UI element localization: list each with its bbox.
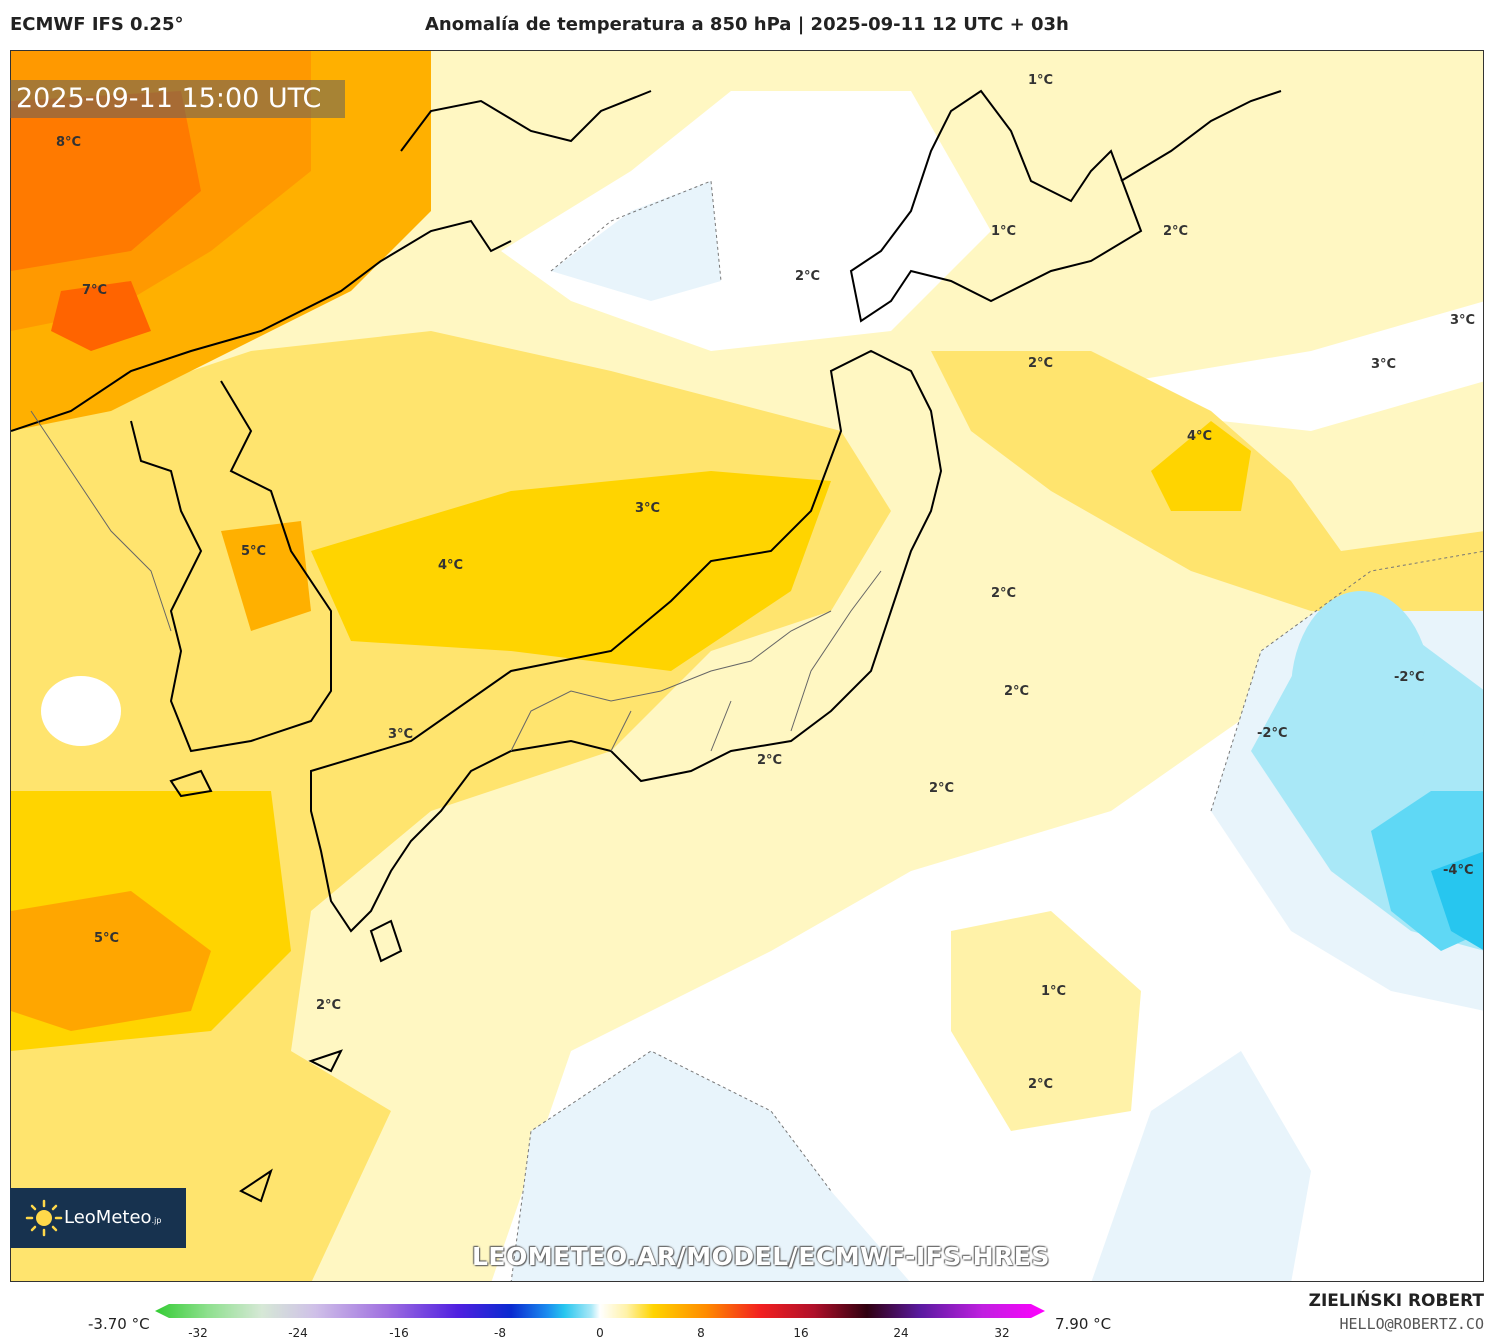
contour-label: 5°C: [94, 931, 120, 946]
contour-label: 3°C: [1450, 313, 1476, 328]
colorbar-tick: 8: [697, 1326, 705, 1340]
contour-label: 4°C: [438, 558, 464, 573]
contour-label: 4°C: [1187, 429, 1213, 444]
contour-label: -2°C: [1257, 726, 1288, 741]
contour-label: 2°C: [991, 586, 1017, 601]
anomaly-field: [11, 51, 1483, 1281]
contour-label: 3°C: [635, 501, 661, 516]
contour-label: 2°C: [1028, 1077, 1054, 1092]
colorbar-tick: 16: [793, 1326, 809, 1340]
contour-label: 2°C: [1028, 356, 1054, 371]
colorbar: [155, 1304, 1045, 1318]
colorbar-tick: -32: [188, 1326, 208, 1340]
contour-label: 1°C: [1028, 73, 1054, 88]
contour-label: 2°C: [795, 269, 821, 284]
contour-label: 1°C: [991, 224, 1017, 239]
author-credit: ZIELIŃSKI ROBERT: [1308, 1291, 1484, 1311]
colorbar-tick: 0: [596, 1326, 604, 1340]
model-name: ECMWF IFS 0.25°: [10, 14, 184, 35]
contour-label: -2°C: [1394, 670, 1425, 685]
colorbar-tick: -24: [288, 1326, 308, 1340]
contour-label: -4°C: [1443, 863, 1474, 878]
colorbar-tick: -8: [494, 1326, 506, 1340]
contour-label: 2°C: [757, 753, 783, 768]
colorbar-tick: 24: [893, 1326, 909, 1340]
contour-label: 5°C: [241, 544, 267, 559]
map-title: Anomalía de temperatura a 850 hPa | 2025…: [425, 14, 1069, 35]
contour-label: 1°C: [1041, 984, 1067, 999]
colorbar-tick: -16: [389, 1326, 409, 1340]
url-watermark: LEOMETEO.AR/MODEL/ECMWF-IFS-HRES: [472, 1242, 1050, 1271]
contour-label: 3°C: [1371, 357, 1397, 372]
author-email[interactable]: HELLO@ROBERTZ.CO: [1339, 1315, 1485, 1333]
colorbar-min-label: -3.70 °C: [88, 1315, 150, 1333]
colorbar-max-label: 7.90 °C: [1055, 1315, 1112, 1333]
contour-label: 2°C: [1163, 224, 1189, 239]
contour-label: 2°C: [316, 998, 342, 1013]
sun-icon: [25, 1199, 63, 1237]
contour-label: 2°C: [929, 781, 955, 796]
logo-text: LeoMeteo.jp: [64, 1207, 162, 1228]
colorbar-tick: 32: [994, 1326, 1010, 1340]
contour-label: 3°C: [388, 727, 414, 742]
contour-label: 8°C: [56, 135, 82, 150]
contour-label: 2°C: [1004, 684, 1030, 699]
valid-time-label: 2025-09-11 15:00 UTC: [10, 80, 345, 118]
leometeo-logo[interactable]: LeoMeteo.jp: [10, 1188, 186, 1248]
map-panel[interactable]: 8°C 7°C 5°C 4°C 3°C 3°C 2°C 5°C 2°C 1°C …: [10, 50, 1484, 1282]
contour-label: 7°C: [82, 283, 108, 298]
